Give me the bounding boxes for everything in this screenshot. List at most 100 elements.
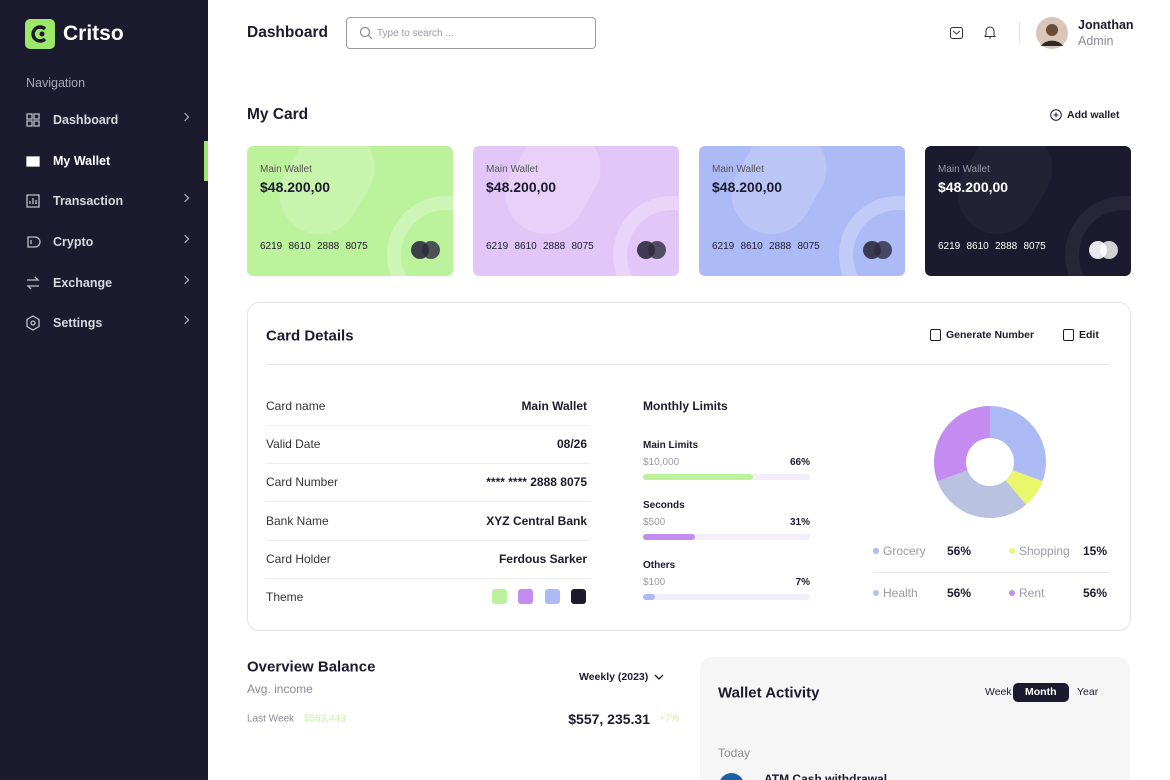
card-number-group: 8075 [345, 241, 368, 252]
donut-slice [1005, 470, 1043, 505]
active-indicator [204, 141, 208, 181]
activity-tab[interactable]: Week [985, 686, 1012, 698]
action-icon [1063, 329, 1074, 341]
card-number-group: 8075 [571, 241, 594, 252]
row-value: XYZ Central Bank [486, 513, 587, 528]
card-decor [943, 146, 1067, 249]
limits-title: Monthly Limits [643, 399, 728, 413]
icon-shape [27, 236, 41, 248]
mail-icon[interactable] [950, 27, 963, 39]
nav-label: Crypto [53, 235, 94, 249]
legend-name: Shopping [1019, 544, 1070, 558]
card-label: Main Wallet [486, 164, 538, 175]
card-number-group: 8610 [740, 241, 763, 252]
donut-slice [990, 406, 1046, 482]
nav-item[interactable]: Dashboard [0, 100, 208, 140]
overview-subtitle: Avg. income [247, 682, 313, 696]
theme-swatch[interactable] [544, 589, 560, 604]
nav-chevron [180, 234, 190, 244]
row-label: Card Holder [266, 551, 331, 566]
card-brand-circle [422, 241, 440, 259]
separator [873, 572, 1110, 573]
nav-chevron [180, 193, 190, 203]
wallet-card[interactable]: Main Wallet $48.200,00 6219 8610 2888 8075 [925, 146, 1131, 276]
limit-bar [643, 474, 754, 480]
card-number-group: 8610 [514, 241, 537, 252]
row-separator [266, 501, 590, 503]
panel-title: Card Details [266, 327, 354, 345]
period-select[interactable]: Weekly (2023) [579, 671, 664, 683]
activity-tab[interactable]: Month [1013, 683, 1069, 702]
theme-swatch[interactable] [492, 589, 507, 604]
legend-name: Health [883, 586, 918, 600]
nav-label: Exchange [53, 276, 113, 290]
plus-icon [1050, 109, 1062, 121]
card-decor [716, 146, 842, 249]
icon-shape [26, 156, 40, 167]
nav-item[interactable]: Exchange [0, 263, 208, 303]
card-number-group: 2888 [317, 241, 340, 252]
legend-dot [873, 548, 879, 554]
legend-value: 56% [946, 586, 971, 600]
separator [266, 364, 1110, 365]
sidebar [0, 0, 208, 780]
action-icon [930, 329, 941, 341]
nav-heading: Navigation [26, 76, 86, 90]
icon-shape [26, 315, 40, 331]
bell-icon[interactable] [984, 26, 996, 39]
activity-item: ATM Cash withdrawal [764, 772, 888, 780]
card-decor [1065, 196, 1131, 276]
donut-slice [937, 470, 1027, 518]
wallet-activity-panel [700, 657, 1130, 780]
card-label: Main Wallet [260, 164, 312, 175]
theme-swatch[interactable] [518, 589, 534, 604]
wallet-card[interactable]: Main Wallet $48.200,00 6219 8610 2888 8075 [699, 146, 905, 276]
icon-shape [26, 276, 40, 290]
action-button[interactable]: Generate Number [930, 329, 1034, 341]
card-balance: $48.200,00 [938, 179, 1009, 195]
page-title: Dashboard [247, 24, 328, 41]
card-decor [490, 146, 616, 249]
limit-amount: $10,000 [643, 457, 680, 468]
wallet-card[interactable]: Main Wallet $48.200,00 6219 8610 2888 8075 [473, 146, 679, 276]
card-number-group: 6219 [712, 241, 735, 252]
icon-shape [26, 113, 40, 127]
row-value: 08/26 [556, 437, 587, 452]
theme-swatch[interactable] [570, 589, 586, 604]
nav-item[interactable]: My Wallet [0, 141, 208, 181]
card-number-group: 6219 [938, 241, 961, 252]
limit-percent: 66% [789, 457, 810, 468]
limit-amount: $500 [643, 517, 666, 528]
wallet-card[interactable]: Main Wallet $48.200,00 6219 8610 2888 8075 [247, 146, 453, 276]
nav-item[interactable]: Crypto [0, 222, 208, 262]
period-label: Weekly (2023) [579, 671, 649, 683]
limit-percent: 7% [795, 577, 810, 588]
card-number-group: 2888 [543, 241, 566, 252]
avatar[interactable] [1036, 17, 1068, 49]
nav-item[interactable]: Settings [0, 303, 208, 343]
nav-item[interactable]: Transaction [0, 181, 208, 221]
nav-chevron [180, 275, 190, 285]
card-label: Main Wallet [938, 164, 990, 175]
total-balance: $557, 235.31 [568, 711, 650, 727]
user-name: Jonathan [1078, 18, 1134, 32]
legend-dot [873, 590, 879, 596]
limit-name: Others [643, 560, 676, 571]
row-value: Ferdous Sarker [498, 551, 587, 566]
search-icon [359, 26, 373, 40]
nav-label: Transaction [53, 194, 124, 208]
limit-track [643, 594, 810, 600]
add-wallet-button[interactable]: Add wallet [1050, 109, 1120, 121]
card-label: Main Wallet [712, 164, 764, 175]
action-button[interactable]: Edit [1063, 329, 1099, 341]
nav-icon [27, 236, 41, 248]
activity-tab[interactable]: Year [1077, 686, 1099, 698]
card-number-group: 8610 [288, 241, 311, 252]
search-box[interactable]: Type to search ... [346, 17, 596, 49]
legend-name: Grocery [883, 544, 926, 558]
last-week-label: Last Week [247, 713, 295, 725]
chevron [654, 674, 664, 680]
card-number-group: 8610 [966, 241, 989, 252]
card-decor [387, 196, 453, 276]
